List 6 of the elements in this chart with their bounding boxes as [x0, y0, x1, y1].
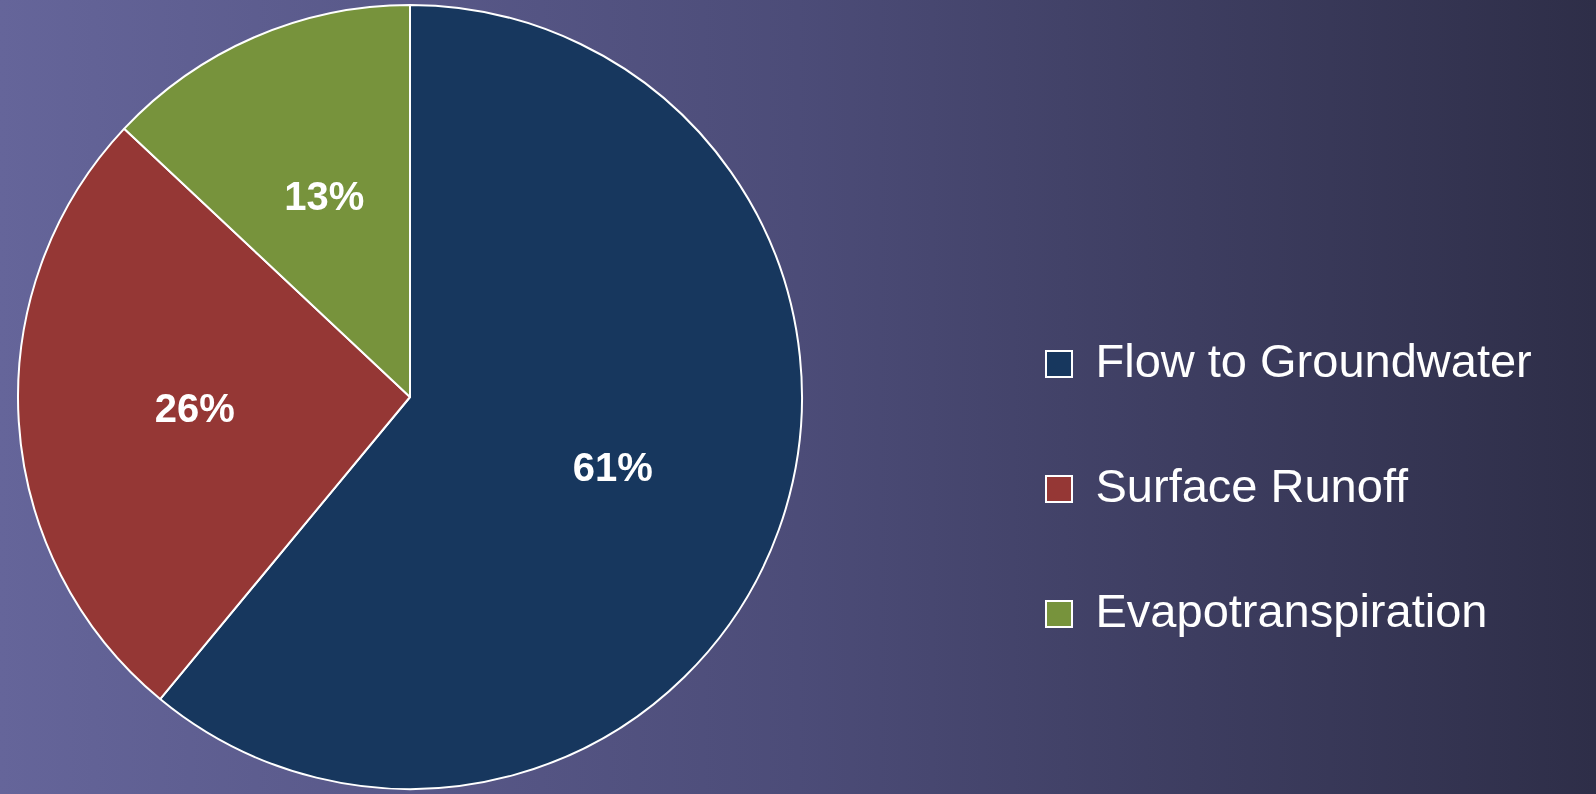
data-label: 26%	[154, 385, 235, 430]
data-label: 61%	[572, 445, 653, 490]
legend-label: Evapotranspiration	[1095, 583, 1488, 637]
data-label: 13%	[284, 174, 365, 219]
legend-label: Surface Runoff	[1095, 458, 1410, 512]
legend-label: Flow to Groundwater	[1095, 333, 1532, 387]
